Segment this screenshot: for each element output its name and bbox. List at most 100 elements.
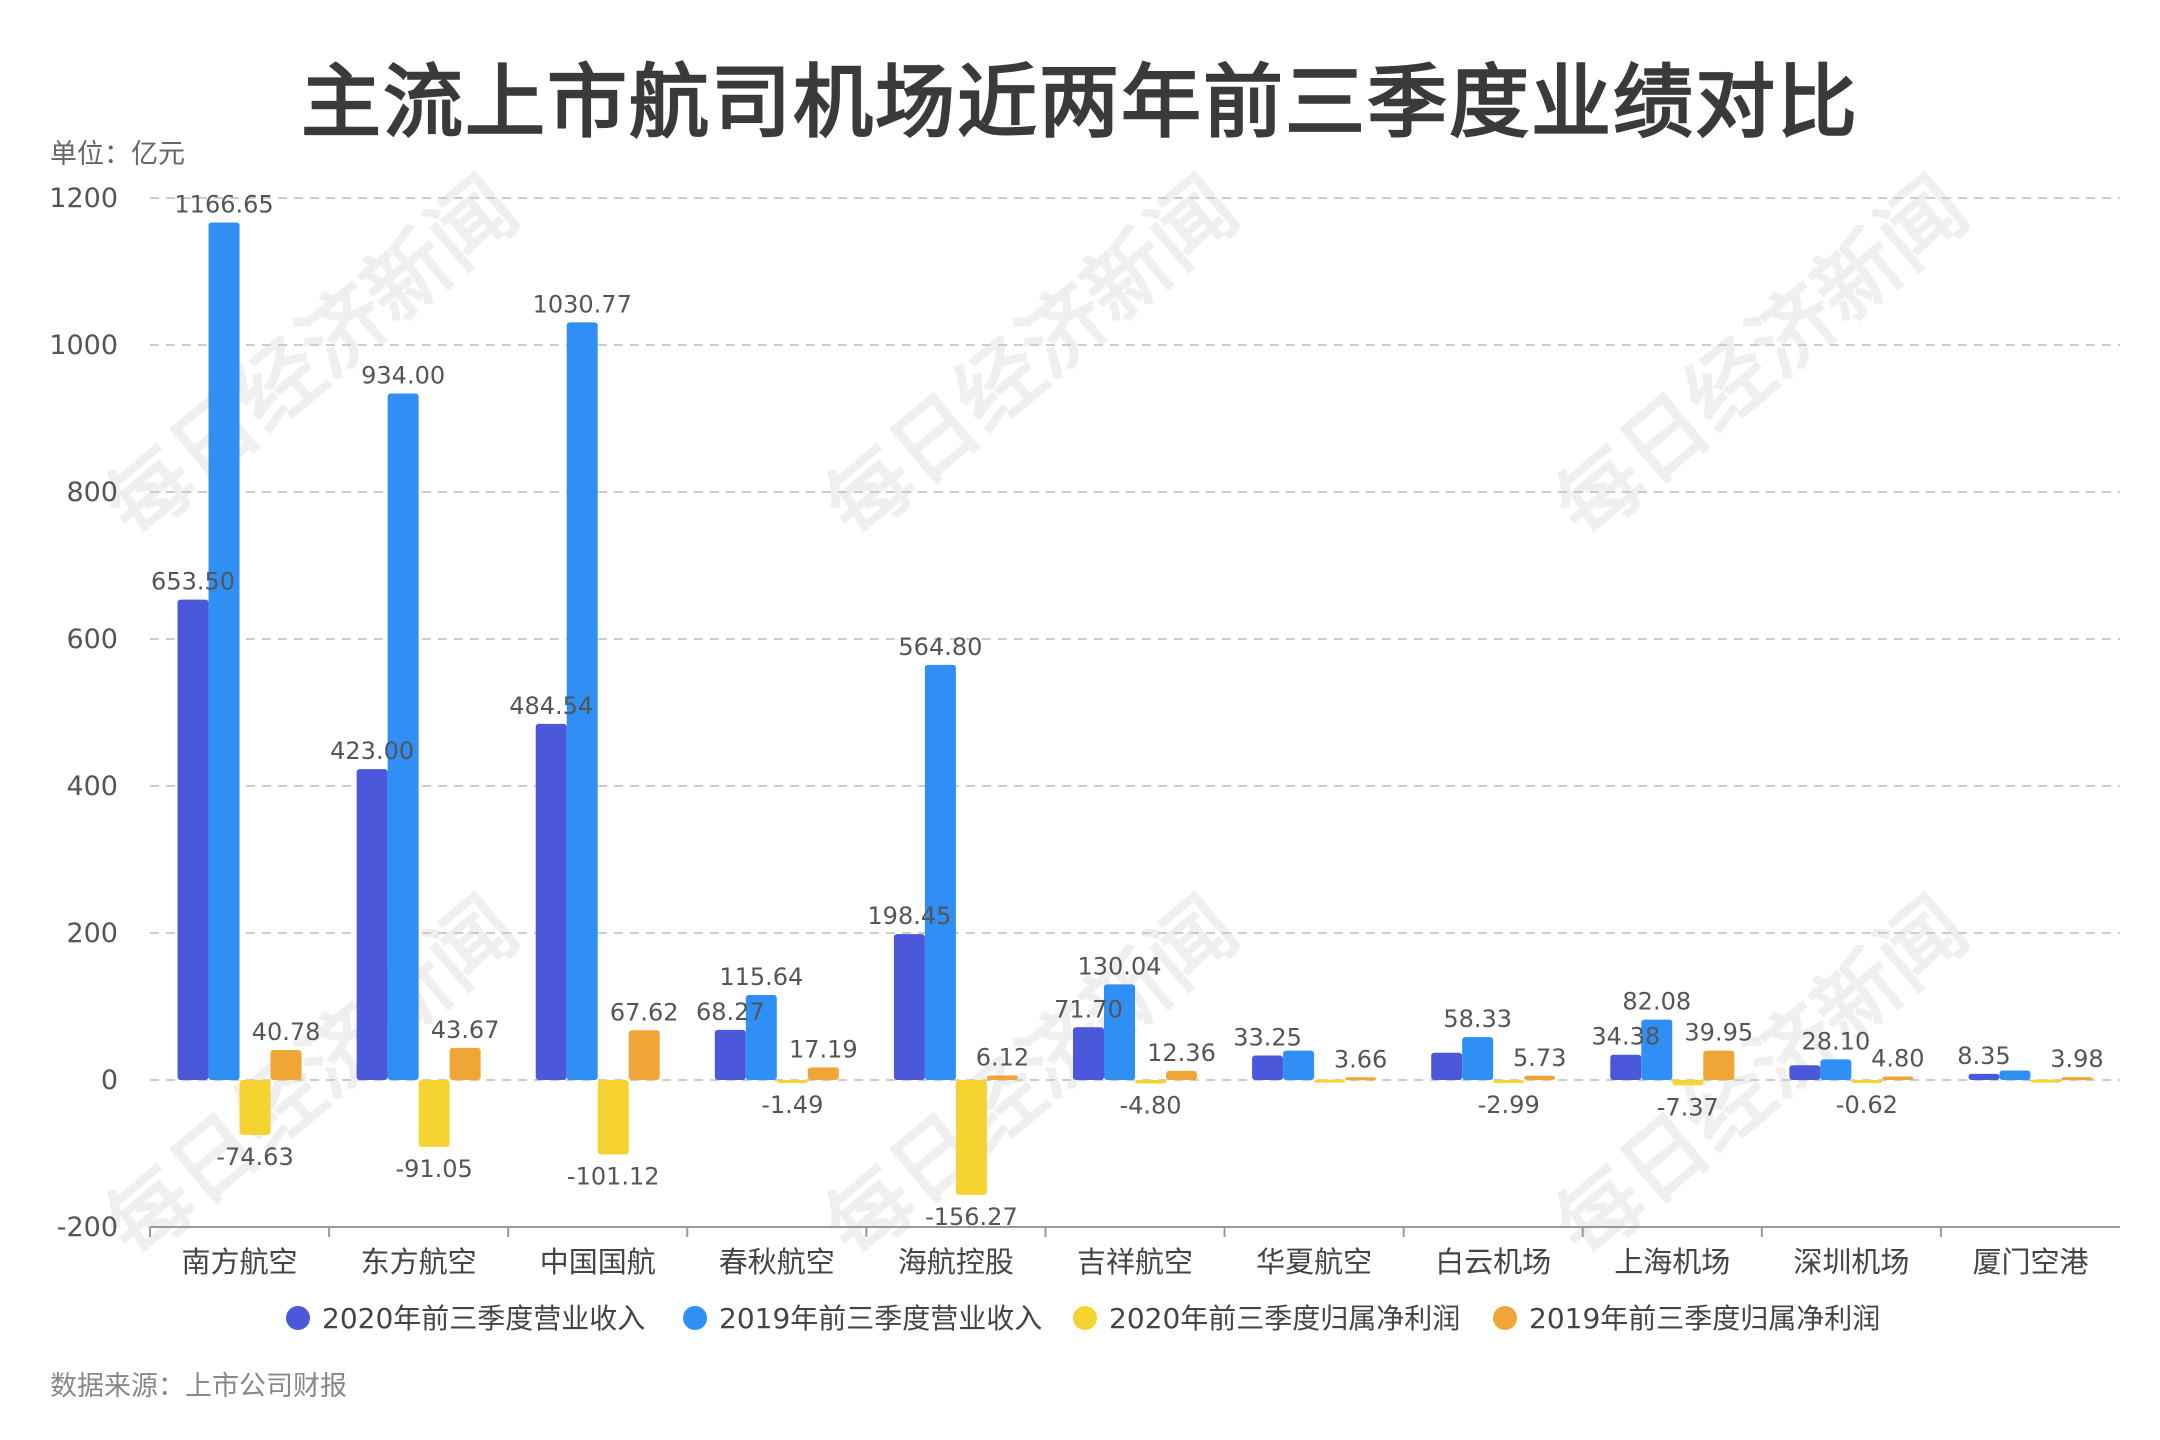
x-tick-label: 厦门空港 — [1972, 1245, 2088, 1279]
data-label: -7.37 — [1657, 1093, 1719, 1121]
x-tick-label: 南方航空 — [182, 1245, 298, 1279]
bar — [208, 222, 240, 1080]
data-label: 39.95 — [1684, 1019, 1753, 1047]
legend-marker — [1493, 1306, 1517, 1330]
data-label: 484.54 — [509, 692, 593, 720]
gridlines — [150, 197, 2120, 1081]
data-label: -74.63 — [216, 1143, 293, 1171]
data-label: 653.50 — [151, 568, 235, 596]
bar — [1703, 1050, 1735, 1080]
data-label: 3.66 — [1334, 1045, 1387, 1073]
data-label: 17.19 — [789, 1035, 858, 1063]
source-note: 数据来源：上市公司财报 — [50, 1371, 347, 1402]
bar — [597, 1080, 629, 1155]
watermark-text: 每日经济新闻 — [1537, 158, 1986, 557]
x-tick-label: 吉祥航空 — [1077, 1245, 1193, 1279]
bar — [2061, 1077, 2093, 1081]
bar — [1851, 1080, 1883, 1083]
bar — [1672, 1080, 1704, 1086]
data-label: -0.62 — [1836, 1091, 1898, 1119]
legend-label: 2020年前三季度营业收入 — [322, 1302, 645, 1335]
data-label: 33.25 — [1233, 1024, 1302, 1052]
legend-label: 2019年前三季度归属净利润 — [1529, 1302, 1880, 1335]
bar — [1166, 1070, 1197, 1080]
bar — [2030, 1079, 2062, 1083]
y-tick-label: 1000 — [49, 330, 118, 361]
data-label: 115.64 — [719, 963, 803, 991]
bar — [1882, 1076, 1914, 1080]
bar — [177, 599, 209, 1080]
data-label: -91.05 — [395, 1155, 472, 1183]
bar — [1135, 1080, 1166, 1084]
y-tick-label: 400 — [66, 771, 118, 802]
data-label: 1166.65 — [174, 191, 273, 219]
bar — [239, 1080, 271, 1135]
bar — [1252, 1055, 1284, 1080]
data-label: 28.10 — [1802, 1027, 1871, 1055]
bar — [449, 1047, 481, 1080]
data-label: 564.80 — [898, 633, 982, 661]
y-tick-label: 200 — [66, 918, 118, 949]
bar — [566, 322, 598, 1081]
watermark-text: 每日经济新闻 — [807, 158, 1256, 557]
bar — [1283, 1050, 1315, 1080]
y-tick-label: -200 — [57, 1212, 118, 1243]
data-label: -1.49 — [761, 1091, 823, 1119]
x-tick-label: 东方航空 — [361, 1245, 477, 1279]
legend-marker — [286, 1306, 310, 1330]
bar — [1820, 1059, 1852, 1080]
data-label: 58.33 — [1443, 1005, 1512, 1033]
data-label: 34.38 — [1591, 1023, 1660, 1051]
legend-marker — [1073, 1306, 1097, 1330]
unit-label: 单位：亿元 — [50, 139, 185, 170]
data-label: 423.00 — [330, 737, 414, 765]
x-tick-label: 深圳机场 — [1793, 1245, 1909, 1279]
bars — [177, 222, 2093, 1195]
x-tick-label: 海航控股 — [898, 1245, 1014, 1279]
bar — [1493, 1080, 1525, 1083]
data-label: 12.36 — [1147, 1039, 1216, 1067]
x-tick-label: 白云机场 — [1435, 1245, 1551, 1279]
bar — [387, 393, 419, 1080]
legend: 2020年前三季度营业收入 2019年前三季度营业收入 2020年前三季度归属净利润… — [286, 1302, 1880, 1335]
bar — [924, 664, 956, 1080]
legend-label: 2019年前三季度营业收入 — [719, 1302, 1042, 1335]
bar — [776, 1080, 808, 1083]
data-label: 68.27 — [696, 998, 765, 1026]
bar — [1431, 1052, 1463, 1080]
bar — [628, 1030, 660, 1080]
watermark-text: 每日经济新闻 — [87, 158, 536, 557]
bar — [893, 934, 925, 1080]
data-label: 3.98 — [2050, 1045, 2103, 1073]
data-label: 198.45 — [867, 902, 951, 930]
x-tick-label: 中国国航 — [540, 1245, 656, 1279]
x-tick-label: 春秋航空 — [719, 1245, 835, 1279]
data-label: -2.99 — [1478, 1091, 1540, 1119]
y-tick-label: 0 — [101, 1065, 118, 1096]
bar — [1314, 1079, 1346, 1083]
watermark-text: 每日经济新闻 — [1537, 878, 1986, 1277]
chart-title: 主流上市航司机场近两年前三季度业绩对比 — [301, 56, 1859, 149]
bar — [1999, 1070, 2031, 1080]
bar — [986, 1075, 1018, 1080]
bar — [1789, 1065, 1821, 1080]
legend-marker — [683, 1306, 707, 1330]
x-tick-label: 华夏航空 — [1256, 1245, 1372, 1279]
x-axis: 南方航空 东方航空 中国国航 春秋航空 海航控股 吉祥航空 华夏航空 白云机场 上海机场 深圳机场… — [149, 1226, 2120, 1279]
data-label: -101.12 — [567, 1162, 660, 1190]
bar — [714, 1029, 746, 1080]
bar — [270, 1050, 302, 1080]
bar — [1462, 1037, 1494, 1080]
data-label: 934.00 — [361, 362, 445, 390]
data-label: 8.35 — [1957, 1042, 2010, 1070]
y-tick-label: 600 — [66, 624, 118, 655]
bar — [807, 1067, 839, 1080]
bar — [1524, 1075, 1556, 1080]
bar — [1610, 1054, 1642, 1080]
bar — [1104, 984, 1135, 1080]
data-label: 1030.77 — [533, 290, 632, 318]
bar — [356, 769, 388, 1080]
x-tick-label: 上海机场 — [1614, 1245, 1730, 1279]
bar — [1641, 1019, 1673, 1080]
